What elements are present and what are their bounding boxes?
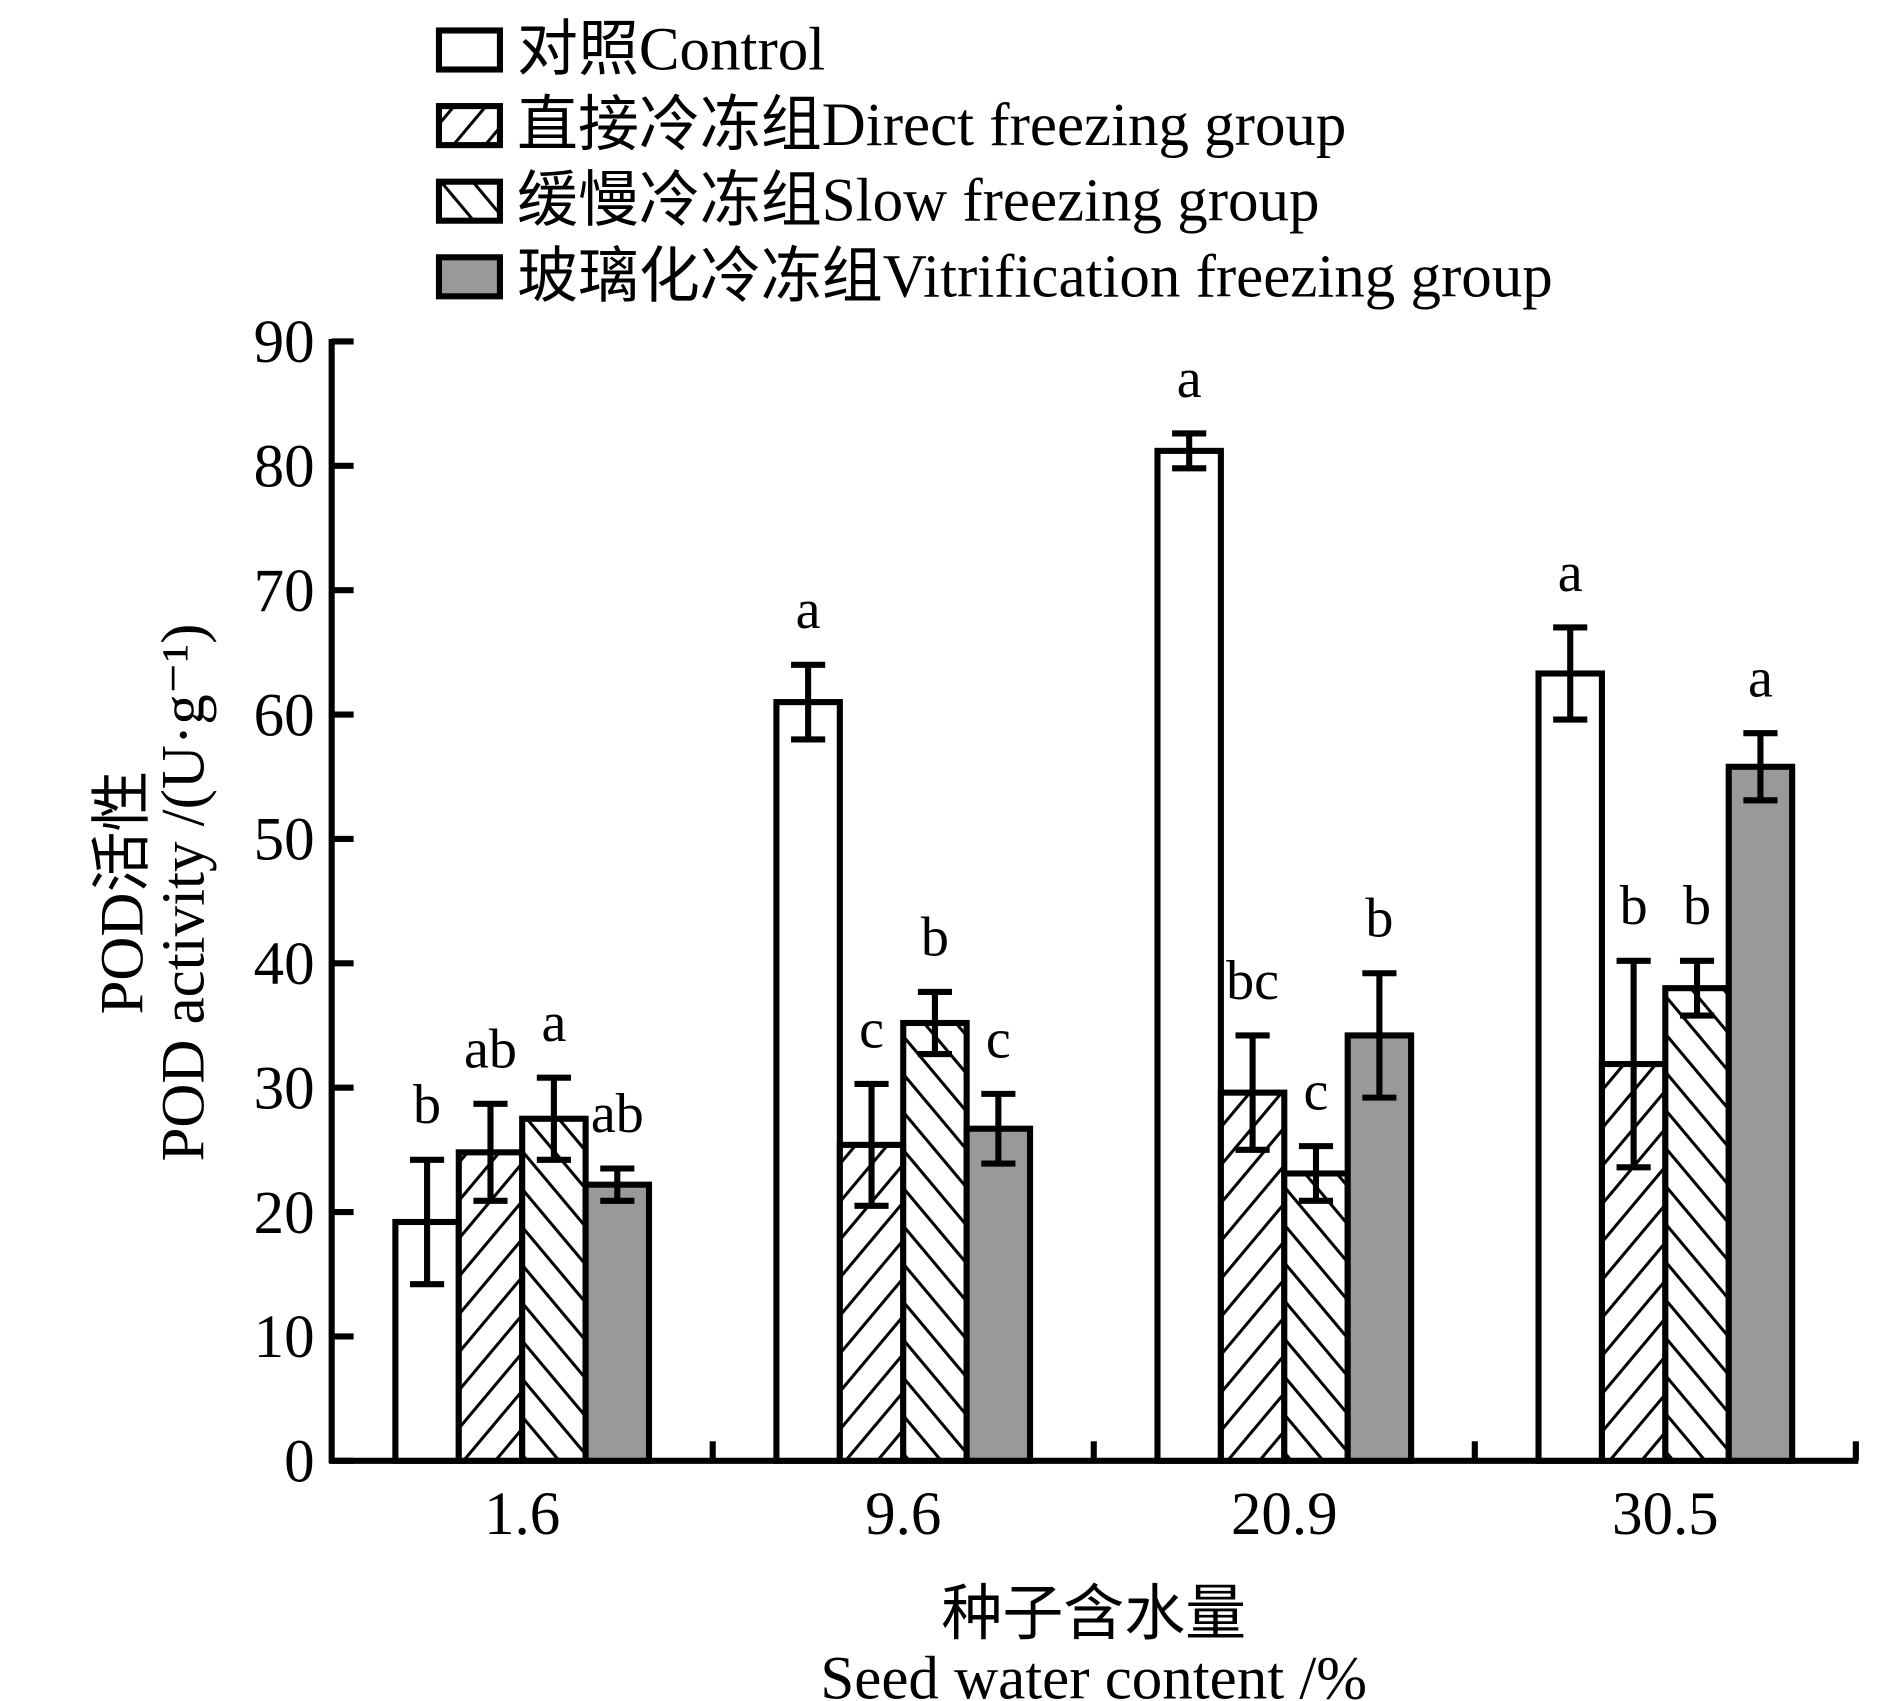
significance-letter: ab: [464, 1018, 517, 1080]
x-ticks: 1.6 9.6 20.9 30.5: [484, 1441, 1859, 1548]
y-tick-label: 60: [254, 682, 315, 749]
bar-backward-hatch-20.9: [1281, 1170, 1351, 1464]
significance-letter: a: [541, 992, 566, 1054]
legend-swatch-backward-hatch: [435, 178, 503, 224]
significance-letter: c: [986, 1008, 1011, 1070]
significance-letter: b: [921, 906, 949, 968]
legend-label: 对照Control: [517, 17, 825, 84]
bar-forward-hatch-20.9: [1217, 1089, 1288, 1464]
y-tick-label: 30: [254, 1055, 315, 1122]
significance-letter: c: [859, 998, 884, 1060]
significance-letter: b: [413, 1074, 441, 1136]
bar-solid-20.9: [1344, 1032, 1415, 1464]
x-tick-label: 20.9: [1231, 1481, 1338, 1548]
x-tick-label: 1.6: [484, 1481, 560, 1548]
x-axis-label-cn: 种子含水量: [941, 1581, 1246, 1648]
bar-solid-9.6: [963, 1125, 1034, 1464]
significance-letter: a: [1558, 542, 1583, 604]
y-tick-label: 40: [254, 931, 315, 998]
y-tick-label: 10: [254, 1304, 315, 1371]
significance-letter: ab: [591, 1083, 644, 1145]
significance-letter: b: [1620, 875, 1648, 937]
y-tick-label: 50: [254, 807, 315, 874]
x-tick-label: 30.5: [1612, 1481, 1719, 1548]
legend-label: 玻璃化冷冻组Vitrification freezing group: [517, 243, 1553, 310]
y-ticks: 0 10 20 30 40 50 60 70 80 90: [254, 309, 354, 1496]
legend-label: 缓慢冷冻组Slow freezing group: [517, 168, 1319, 235]
x-tick-label: 9.6: [865, 1481, 941, 1548]
x-axis-label: Seed water content /%: [820, 1646, 1367, 1701]
y-tick-label: 90: [254, 309, 315, 376]
bar-solid-1.6: [582, 1181, 653, 1464]
significance-letter: b: [1365, 888, 1393, 950]
bar-empty-9.6: [773, 699, 843, 1464]
significance-letter: a: [796, 579, 821, 641]
bar-backward-hatch-9.6: [900, 1019, 970, 1464]
y-axis-label: POD activity /(U·g⁻¹): [151, 624, 218, 1162]
y-tick-label: 0: [284, 1429, 314, 1496]
bar-solid-30.5: [1725, 763, 1796, 1464]
bar-backward-hatch-30.5: [1662, 985, 1732, 1464]
legend-swatch-empty: [435, 27, 503, 73]
legend-swatch-solid: [435, 254, 503, 300]
bar-empty-20.9: [1154, 447, 1224, 1464]
bar-empty-30.5: [1535, 670, 1605, 1464]
y-tick-label: 20: [254, 1180, 315, 1247]
significance-letter: a: [1748, 648, 1773, 710]
y-tick-label: 70: [254, 558, 315, 625]
legend-swatch-forward-hatch: [435, 103, 503, 149]
significance-letter: b: [1683, 875, 1711, 937]
significance-letter: bc: [1226, 950, 1279, 1012]
legend-label: 直接冷冻组Direct freezing group: [517, 92, 1346, 159]
bar-backward-hatch-1.6: [519, 1115, 589, 1464]
y-tick-label: 80: [254, 434, 315, 501]
y-axis-label-cn: POD活性: [90, 771, 157, 1015]
legend: 对照Control 直接冷冻组Direct freezing group 缓慢冷冻组…: [435, 17, 1553, 310]
significance-letter: c: [1304, 1061, 1329, 1123]
significance-letter: a: [1177, 348, 1202, 410]
